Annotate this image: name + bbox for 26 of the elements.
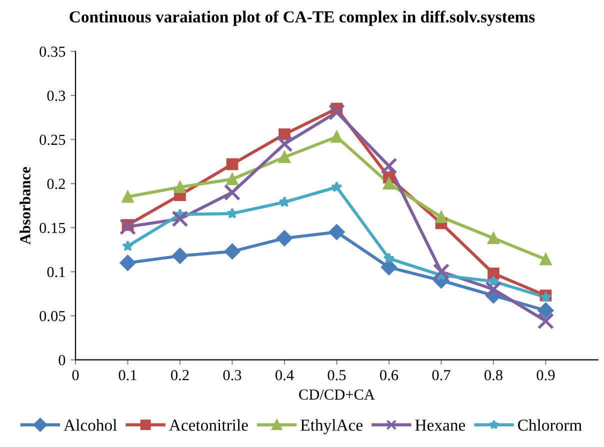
- y-tick-label: 0.05: [40, 310, 66, 322]
- x-tick-label: 0.6: [380, 370, 398, 380]
- x-tick-label: 0.5: [328, 370, 346, 380]
- x-tick-label: 0.9: [536, 370, 555, 380]
- x-tick-label: 0: [72, 370, 79, 380]
- y-tick-label: 0.25: [40, 134, 66, 146]
- legend-label: EthylAce: [300, 419, 363, 434]
- legend-label: Chlororm: [518, 419, 582, 431]
- y-tick-label: 0.15: [40, 222, 66, 234]
- x-tick-label: 0.3: [223, 370, 242, 380]
- y-tick-label: 0.3: [47, 90, 66, 101]
- legend-label: Acetonitrile: [169, 419, 248, 431]
- y-tick-label: 0.35: [40, 46, 66, 57]
- legend-label: Hexane: [415, 420, 466, 431]
- y-tick-label: 0.1: [47, 266, 65, 278]
- x-tick-label: 0.1: [118, 370, 136, 380]
- y-axis-title: Absorbance: [20, 166, 30, 245]
- x-tick-label: 0.2: [171, 370, 189, 380]
- chart-title: Continuous varaiation plot of CA-TE complex in diff.solv.systems: [70, 10, 535, 26]
- x-axis-title: CD/CD+CA: [299, 389, 375, 400]
- x-tick-label: 0.8: [484, 370, 502, 380]
- legend-label: Alcohol: [64, 419, 117, 431]
- y-tick-label: 0.2: [47, 178, 65, 190]
- x-tick-label: 0.7: [432, 370, 450, 380]
- x-tick-label: 0.4: [276, 370, 294, 380]
- y-tick-label: 0: [58, 354, 66, 366]
